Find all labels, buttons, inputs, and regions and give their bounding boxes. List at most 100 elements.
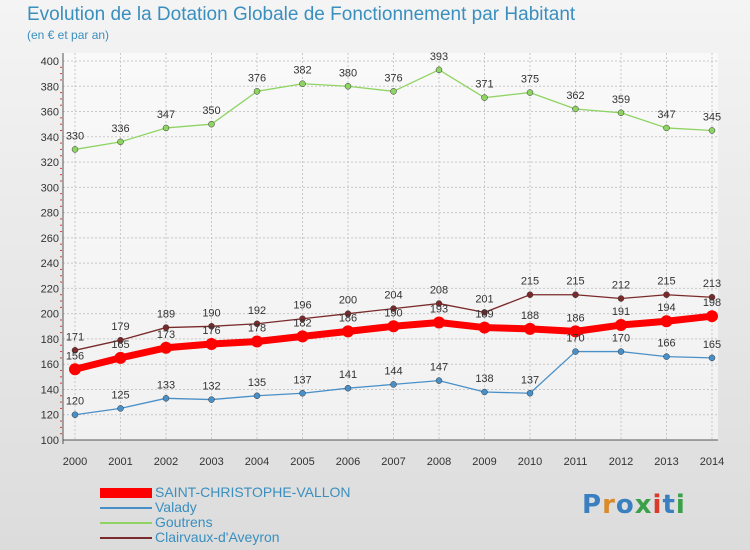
plot-area — [63, 53, 718, 440]
data-label: 347 — [157, 109, 175, 121]
x-tick-label: 2009 — [472, 456, 496, 468]
legend-label: Valady — [155, 499, 197, 515]
data-label: 213 — [703, 278, 721, 290]
data-label: 156 — [66, 350, 84, 362]
legend-swatch — [100, 522, 152, 524]
legend-label: SAINT-CHRISTOPHE-VALLON — [155, 484, 351, 500]
data-label: 137 — [521, 374, 539, 386]
data-point — [569, 325, 582, 338]
data-point — [162, 124, 170, 132]
data-point — [390, 88, 397, 95]
data-point — [296, 330, 309, 343]
data-label: 375 — [521, 74, 539, 86]
data-point — [162, 324, 170, 331]
data-point — [435, 66, 443, 74]
legend-item: SAINT-CHRISTOPHE-VALLON — [100, 485, 400, 500]
data-point — [433, 316, 445, 329]
data-point — [481, 94, 488, 101]
data-label: 178 — [248, 322, 266, 334]
legend: SAINT-CHRISTOPHE-VALLON Valady Goutrens … — [100, 485, 400, 545]
x-tick-label: 2013 — [654, 456, 678, 468]
data-label: 186 — [566, 312, 584, 324]
data-point — [299, 315, 306, 322]
data-label: 193 — [430, 304, 448, 316]
data-point — [342, 325, 354, 338]
data-label: 186 — [339, 312, 357, 324]
data-point — [435, 300, 443, 307]
y-tick-label: 260 — [41, 233, 59, 245]
data-label: 137 — [293, 374, 311, 386]
data-point — [71, 411, 79, 418]
data-point — [344, 384, 352, 392]
data-label: 182 — [293, 317, 311, 329]
x-tick-label: 2007 — [381, 456, 405, 468]
proxiti-logo: Proxiti — [582, 490, 686, 520]
data-point — [481, 309, 488, 316]
data-label: 165 — [703, 339, 721, 351]
data-point — [481, 388, 488, 396]
y-tick-label: 400 — [41, 56, 59, 68]
data-label: 201 — [475, 293, 493, 305]
data-label: 132 — [202, 381, 220, 393]
data-point — [205, 337, 218, 350]
data-label: 380 — [339, 67, 357, 79]
data-point — [344, 310, 352, 317]
data-point — [117, 336, 124, 344]
data-label: 176 — [202, 325, 220, 337]
y-tick-label: 200 — [41, 309, 59, 321]
data-point — [708, 293, 716, 301]
data-label: 336 — [111, 123, 129, 135]
data-point — [617, 295, 625, 302]
data-point — [617, 109, 625, 117]
y-tick-label: 360 — [41, 107, 59, 119]
legend-item: Clairvaux-d'Aveyron — [100, 530, 400, 545]
data-point — [387, 320, 400, 333]
y-tick-label: 120 — [41, 410, 59, 422]
data-label: 141 — [339, 369, 357, 381]
data-point — [162, 395, 170, 402]
data-label: 215 — [566, 276, 584, 288]
data-label: 171 — [66, 331, 84, 343]
data-label: 382 — [293, 65, 311, 77]
data-point — [572, 348, 579, 355]
data-label: 190 — [384, 307, 402, 319]
data-label: 215 — [657, 276, 675, 288]
data-label: 212 — [612, 280, 630, 292]
data-point — [208, 323, 215, 330]
logo-letter: x — [634, 490, 653, 520]
x-tick-label: 2004 — [245, 456, 269, 468]
data-label: 371 — [475, 79, 493, 91]
data-point — [526, 89, 534, 96]
y-tick-label: 180 — [41, 334, 59, 346]
data-point — [708, 354, 716, 362]
legend-swatch — [100, 488, 152, 498]
data-point — [114, 351, 127, 364]
data-point — [390, 381, 397, 388]
data-point — [663, 124, 670, 132]
data-point — [117, 138, 124, 146]
data-point — [478, 321, 491, 334]
legend-item: Valady — [100, 500, 400, 515]
data-point — [708, 127, 716, 134]
line-chart: 100 120 140 160 180 200 220 240 260 280 300 320 340 3… — [41, 51, 725, 468]
data-point — [253, 88, 261, 95]
data-point — [526, 390, 534, 397]
y-tick-label: 240 — [41, 258, 59, 270]
data-label: 376 — [384, 72, 402, 84]
data-label: 330 — [66, 130, 84, 142]
x-tick-label: 2011 — [564, 456, 588, 468]
data-point — [526, 291, 534, 298]
legend-swatch — [100, 537, 152, 539]
data-label: 166 — [657, 338, 675, 350]
y-tick-label: 300 — [41, 182, 59, 194]
data-point — [660, 315, 673, 328]
data-label: 144 — [384, 365, 402, 377]
data-label: 170 — [566, 333, 584, 345]
x-tick-label: 2008 — [427, 456, 451, 468]
y-tick-label: 340 — [41, 132, 59, 144]
data-label: 350 — [202, 105, 220, 117]
data-label: 189 — [475, 309, 493, 321]
data-point — [253, 320, 261, 328]
data-label: 188 — [521, 310, 539, 322]
data-label: 170 — [612, 333, 630, 345]
